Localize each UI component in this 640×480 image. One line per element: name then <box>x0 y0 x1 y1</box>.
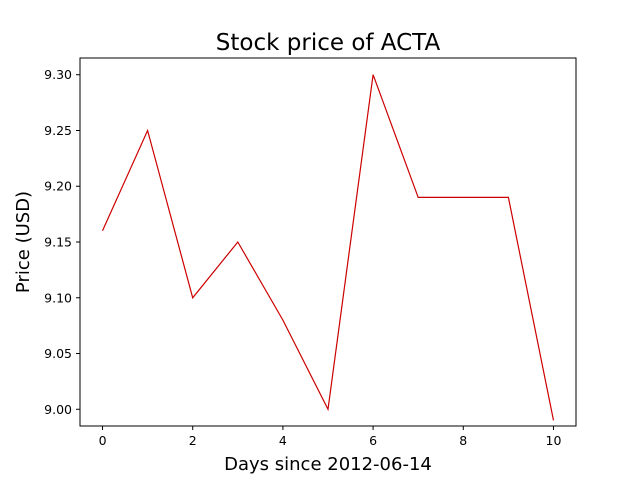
x-axis: 0 2 4 6 8 10 <box>99 426 562 448</box>
y-tick-label: 9.05 <box>44 346 72 361</box>
x-tick-label: 8 <box>459 433 467 448</box>
series-layer <box>101 74 555 421</box>
x-tick-label: 10 <box>546 433 562 448</box>
chart-title: Stock price of ACTA <box>216 30 441 56</box>
y-tick-label: 9.25 <box>44 123 72 138</box>
plot-area-frame <box>79 57 577 427</box>
y-tick-label: 9.30 <box>44 67 72 82</box>
y-tick-label: 9.00 <box>44 402 72 417</box>
x-tick-label: 2 <box>189 433 197 448</box>
y-tick-label: 9.10 <box>44 290 72 305</box>
x-tick-label: 4 <box>279 433 287 448</box>
x-tick-label: 0 <box>99 433 107 448</box>
x-tick-label: 6 <box>369 433 377 448</box>
y-tick-label: 9.15 <box>44 235 72 250</box>
price-series-line <box>101 74 555 421</box>
y-tick-label: 9.20 <box>44 179 72 194</box>
y-axis: 9.00 9.05 9.10 9.15 9.20 9.25 9.30 <box>44 67 80 417</box>
x-axis-label: Days since 2012-06-14 <box>224 454 432 475</box>
y-axis-label: Price (USD) <box>13 191 34 293</box>
